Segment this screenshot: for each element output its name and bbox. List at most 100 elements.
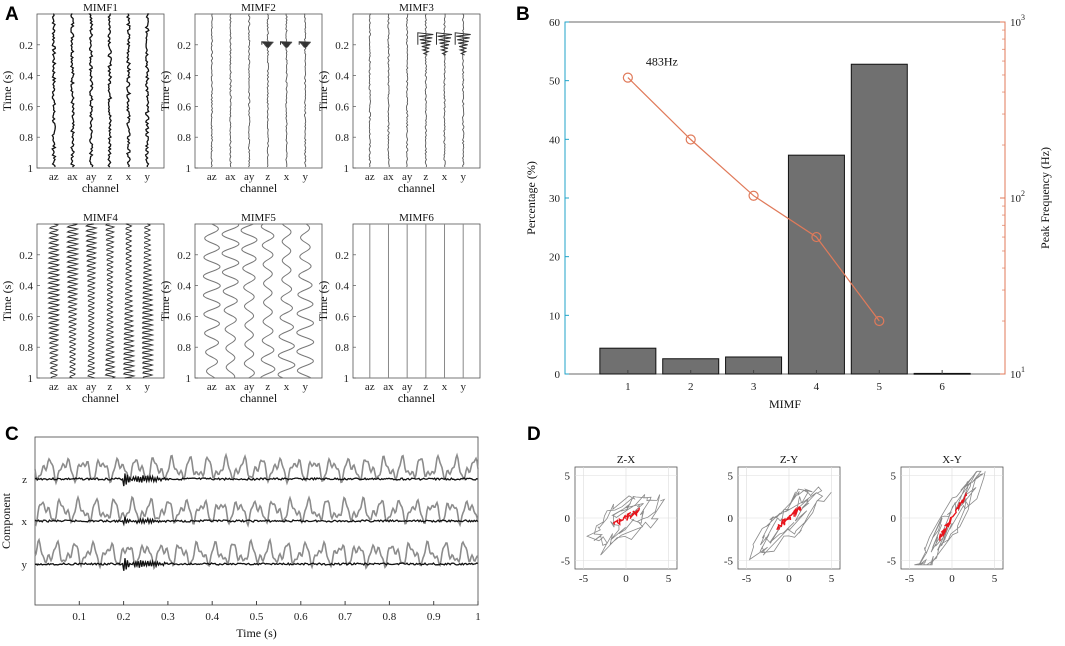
left-tick-label: 0 [555, 369, 561, 381]
channel-trace [141, 223, 155, 379]
x-tick-label: az [365, 381, 375, 393]
y-tick-label: 5 [891, 471, 897, 483]
x-tick-label: ax [67, 171, 78, 183]
panel-letter-c: C [5, 424, 19, 445]
y-tick-label: 0.6 [335, 311, 349, 323]
x-tick-label: ay [402, 381, 413, 393]
y-tick-label: 0.6 [19, 101, 33, 113]
y-tick-label: 0.4 [335, 281, 349, 293]
burst-mark [261, 41, 274, 48]
x-tick-label: -5 [742, 573, 752, 585]
x-tick-label: 0.7 [338, 611, 352, 623]
x-tick-label: 5 [992, 573, 998, 585]
peak-frequency-line [627, 77, 880, 322]
channel-trace [104, 223, 117, 379]
mimf-subplot: MIMF6 0.2 0.4 0.6 0.8 1 Time (s) az ax ay z x y chann… [316, 212, 481, 405]
panel-letter-d: D [527, 424, 541, 445]
left-tick-label: 50 [549, 76, 561, 88]
x-tick-label: az [365, 171, 375, 183]
y-tick-label: -5 [887, 556, 897, 568]
x-axis-label: channel [82, 391, 120, 405]
channel-trace [210, 13, 214, 168]
hodogram-title: Z-X [617, 454, 635, 466]
y-tick-label: 0.4 [19, 71, 33, 83]
channel-trace [88, 13, 94, 168]
hodogram-title: Z-Y [780, 454, 798, 466]
x-tick-label: 0.2 [117, 611, 131, 623]
x-tick-label: x [442, 171, 448, 183]
y-tick-label: 0.2 [177, 250, 191, 262]
peak-frequency-marker [811, 231, 822, 243]
x-axis-label: channel [240, 181, 278, 195]
channel-trace [277, 223, 296, 379]
x-tick-label: 0 [786, 573, 792, 585]
y-tick-label: 0 [891, 513, 897, 525]
left-tick-label: 20 [549, 252, 561, 264]
mimf-subplot: MIMF1 0.2 0.4 0.6 0.8 1 Time (s) az ax ay z x y chann… [0, 2, 165, 195]
y-tick-label: 0 [565, 513, 571, 525]
x-tick-label: y [460, 171, 466, 183]
x-tick-label: x [284, 381, 290, 393]
x-tick-label: 0.6 [294, 611, 308, 623]
channel-trace [443, 13, 446, 168]
peak-frequency-marker [685, 134, 696, 145]
left-axis-label: Percentage (%) [524, 161, 538, 235]
component-label: z [22, 474, 27, 486]
burst-mark [279, 41, 293, 48]
mimf-subplot: MIMF5 0.2 0.4 0.6 0.8 1 Time (s) az ax ay z x y chann… [158, 212, 323, 405]
y-tick-label: 1 [186, 373, 192, 385]
y-tick-label: 1 [344, 373, 350, 385]
channel-trace [144, 13, 150, 168]
x-tick-label: z [423, 381, 428, 393]
y-tick-label: 5 [565, 471, 571, 483]
panel-d-hodograms: Z-X -5 0 5 5 0 -5 Z-Y -5 0 5 5 0 -5 X-Y -5 0 5 5 0 -5 [561, 454, 1004, 585]
x-tick-label: 4 [814, 381, 820, 393]
channel-trace [65, 223, 80, 379]
y-tick-label: 0 [728, 513, 734, 525]
y-tick-label: 0.8 [19, 132, 33, 144]
mimf-axes-box [36, 13, 165, 169]
channel-trace [202, 223, 221, 379]
x-axis-label: channel [398, 391, 436, 405]
right-tick-label: 102 [1010, 189, 1025, 205]
y-tick-label: 0.2 [335, 250, 349, 262]
component-trace-y [34, 558, 478, 571]
mimf-axes-box [194, 223, 323, 379]
x-tick-label: z [265, 381, 270, 393]
x-tick-label: 0 [623, 573, 629, 585]
panel-letter-a: A [5, 4, 19, 25]
hodogram-highlight [776, 506, 802, 531]
y-axis-label: Time (s) [0, 281, 14, 322]
channel-trace [405, 13, 409, 168]
x-tick-label: az [207, 171, 217, 183]
hodogram-title: X-Y [942, 454, 962, 466]
mimf-title: MIMF6 [399, 212, 434, 224]
mimf-subplot: MIMF2 0.2 0.4 0.6 0.8 1 Time (s) az ax ay z x y chann… [158, 2, 323, 195]
channel-trace [85, 223, 98, 379]
hodogram-plot: Z-Y -5 0 5 5 0 -5 [724, 454, 841, 585]
x-tick-label: 0.4 [205, 611, 219, 623]
channel-trace [285, 13, 288, 168]
y-axis-label: Time (s) [158, 281, 172, 322]
left-tick-label: 60 [549, 17, 561, 29]
x-tick-label: 0 [949, 573, 955, 585]
y-axis-label: Time (s) [158, 71, 172, 112]
y-tick-label: 0.8 [177, 342, 191, 354]
left-tick-label: 30 [549, 193, 561, 205]
right-tick-label: 103 [1010, 13, 1025, 29]
mimf-title: MIMF4 [83, 212, 118, 224]
y-axis-label: Time (s) [316, 281, 330, 322]
x-tick-label: z [107, 381, 112, 393]
x-tick-label: az [49, 171, 59, 183]
x-tick-label: 0.5 [250, 611, 264, 623]
x-tick-label: -5 [579, 573, 589, 585]
x-tick-label: ax [383, 171, 394, 183]
y-tick-label: 0.8 [19, 342, 33, 354]
signal-trace-z [34, 452, 479, 486]
peak-frequency-marker [874, 315, 885, 327]
channel-trace [461, 13, 465, 168]
panel-b-bar-chart: 0 10 20 30 40 50 60 Percentage (%) 101 102 103 Peak… [524, 13, 1052, 411]
x-tick-label: x [442, 381, 448, 393]
panel-letter-b: B [516, 4, 530, 25]
x-tick-label: 5 [877, 381, 883, 393]
